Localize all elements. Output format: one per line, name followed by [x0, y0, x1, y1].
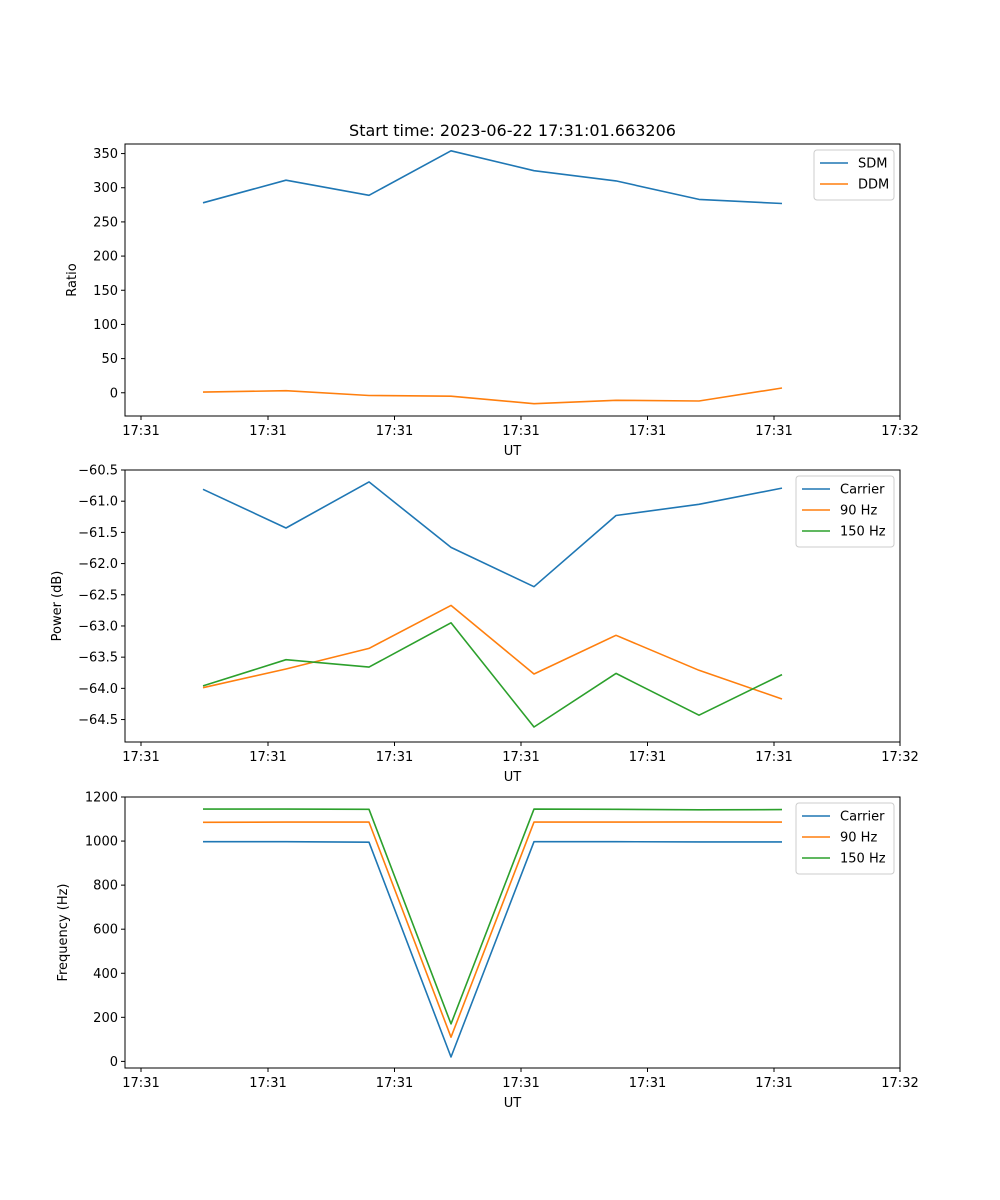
x-tick-label: 17:31 [629, 1076, 666, 1091]
x-tick-label: 17:31 [629, 424, 666, 439]
y-tick-label: 200 [93, 1011, 118, 1026]
legend-entry-label: SDM [858, 157, 887, 172]
figure-title: Start time: 2023-06-22 17:31:01.663206 [349, 121, 676, 140]
series-line-carrier [202, 481, 783, 588]
x-tick-label: 17:31 [249, 424, 286, 439]
y-axis-label: Ratio [65, 263, 80, 296]
x-tick-label: 17:31 [629, 750, 666, 765]
x-tick-label: 17:31 [502, 750, 539, 765]
series-line-sdm [202, 150, 783, 205]
y-tick-label: 1000 [85, 835, 118, 850]
x-tick-label: 17:31 [502, 1076, 539, 1091]
x-tick-label: 17:31 [122, 1076, 159, 1091]
x-tick-label: 17:31 [376, 750, 413, 765]
y-tick-label: 300 [93, 181, 118, 196]
legend: Carrier 90 Hz 150 Hz [795, 475, 895, 548]
x-tick-label: 17:31 [122, 424, 159, 439]
x-axis-label: UT [504, 770, 522, 785]
y-tick-label: 50 [101, 352, 118, 367]
y-tick-label: 350 [93, 147, 118, 162]
legend: SDM DDM [813, 149, 895, 201]
y-tick-label: −64.0 [78, 682, 118, 697]
legend-entry-label: Carrier [840, 483, 885, 498]
y-tick-label: 800 [93, 879, 118, 894]
x-tick-label: 17:31 [249, 750, 286, 765]
x-tick-label: 17:31 [249, 1076, 286, 1091]
series-line-150-hz [203, 808, 783, 1025]
y-tick-label: 400 [93, 967, 118, 982]
y-tick-label: 150 [93, 284, 118, 299]
x-tick-label: 17:32 [881, 750, 918, 765]
y-axis-label: Frequency (Hz) [56, 883, 71, 981]
x-tick-label: 17:31 [376, 424, 413, 439]
legend-entry-label: 150 Hz [840, 525, 886, 540]
series-line-ddm [202, 387, 783, 405]
y-tick-label: −64.5 [78, 713, 118, 728]
legend: Carrier 90 Hz 150 Hz [795, 802, 895, 875]
ratio-panel: 17:31 17:31 17:31 17:31 17:31 17:31 17:32 0 50 10… [65, 143, 919, 459]
y-axis-label: Power (dB) [50, 571, 65, 642]
y-tick-label: 0 [110, 386, 118, 401]
legend-box [795, 475, 895, 548]
y-tick-label: 100 [93, 318, 118, 333]
series-line-90-hz [202, 821, 783, 1038]
frequency-panel: 17:31 17:31 17:31 17:31 17:31 17:31 17:32 0 200 4… [56, 791, 919, 1112]
x-tick-label: 17:31 [755, 750, 792, 765]
axes-frame [124, 796, 901, 1069]
x-tick-label: 17:31 [755, 424, 792, 439]
y-tick-label: −61.5 [78, 526, 118, 541]
x-tick-label: 17:31 [122, 750, 159, 765]
y-tick-label: 0 [110, 1055, 118, 1070]
y-tick-label: 200 [93, 250, 118, 265]
series-line-carrier [203, 840, 782, 1058]
y-tick-label: 600 [93, 923, 118, 938]
x-tick-label: 17:32 [881, 424, 918, 439]
legend-entry-label: 90 Hz [840, 831, 877, 846]
y-tick-label: 250 [93, 215, 118, 230]
y-tick-label: −60.5 [78, 464, 118, 479]
series-line-150-hz [202, 621, 783, 728]
y-tick-label: 1200 [85, 791, 118, 806]
power-panel: 17:31 17:31 17:31 17:31 17:31 17:31 17:32 −64.5… [50, 464, 919, 786]
x-tick-label: 17:31 [502, 424, 539, 439]
y-tick-label: −62.0 [78, 557, 118, 572]
axes-frame [124, 143, 901, 417]
x-axis-label: UT [504, 1096, 522, 1111]
y-tick-label: −63.0 [78, 619, 118, 634]
legend-entry-label: 150 Hz [840, 852, 886, 867]
x-tick-label: 17:31 [376, 1076, 413, 1091]
legend-box [795, 802, 895, 875]
legend-entry-label: 90 Hz [840, 504, 877, 519]
x-tick-label: 17:32 [881, 1076, 918, 1091]
y-tick-label: −62.5 [78, 588, 118, 603]
legend-entry-label: Carrier [840, 810, 885, 825]
x-tick-label: 17:31 [755, 1076, 792, 1091]
x-axis-label: UT [504, 444, 522, 459]
series-line-90-hz [202, 604, 783, 700]
y-tick-label: −61.0 [78, 495, 118, 510]
axes-frame [124, 469, 901, 743]
legend-entry-label: DDM [858, 178, 889, 193]
y-tick-label: −63.5 [78, 651, 118, 666]
